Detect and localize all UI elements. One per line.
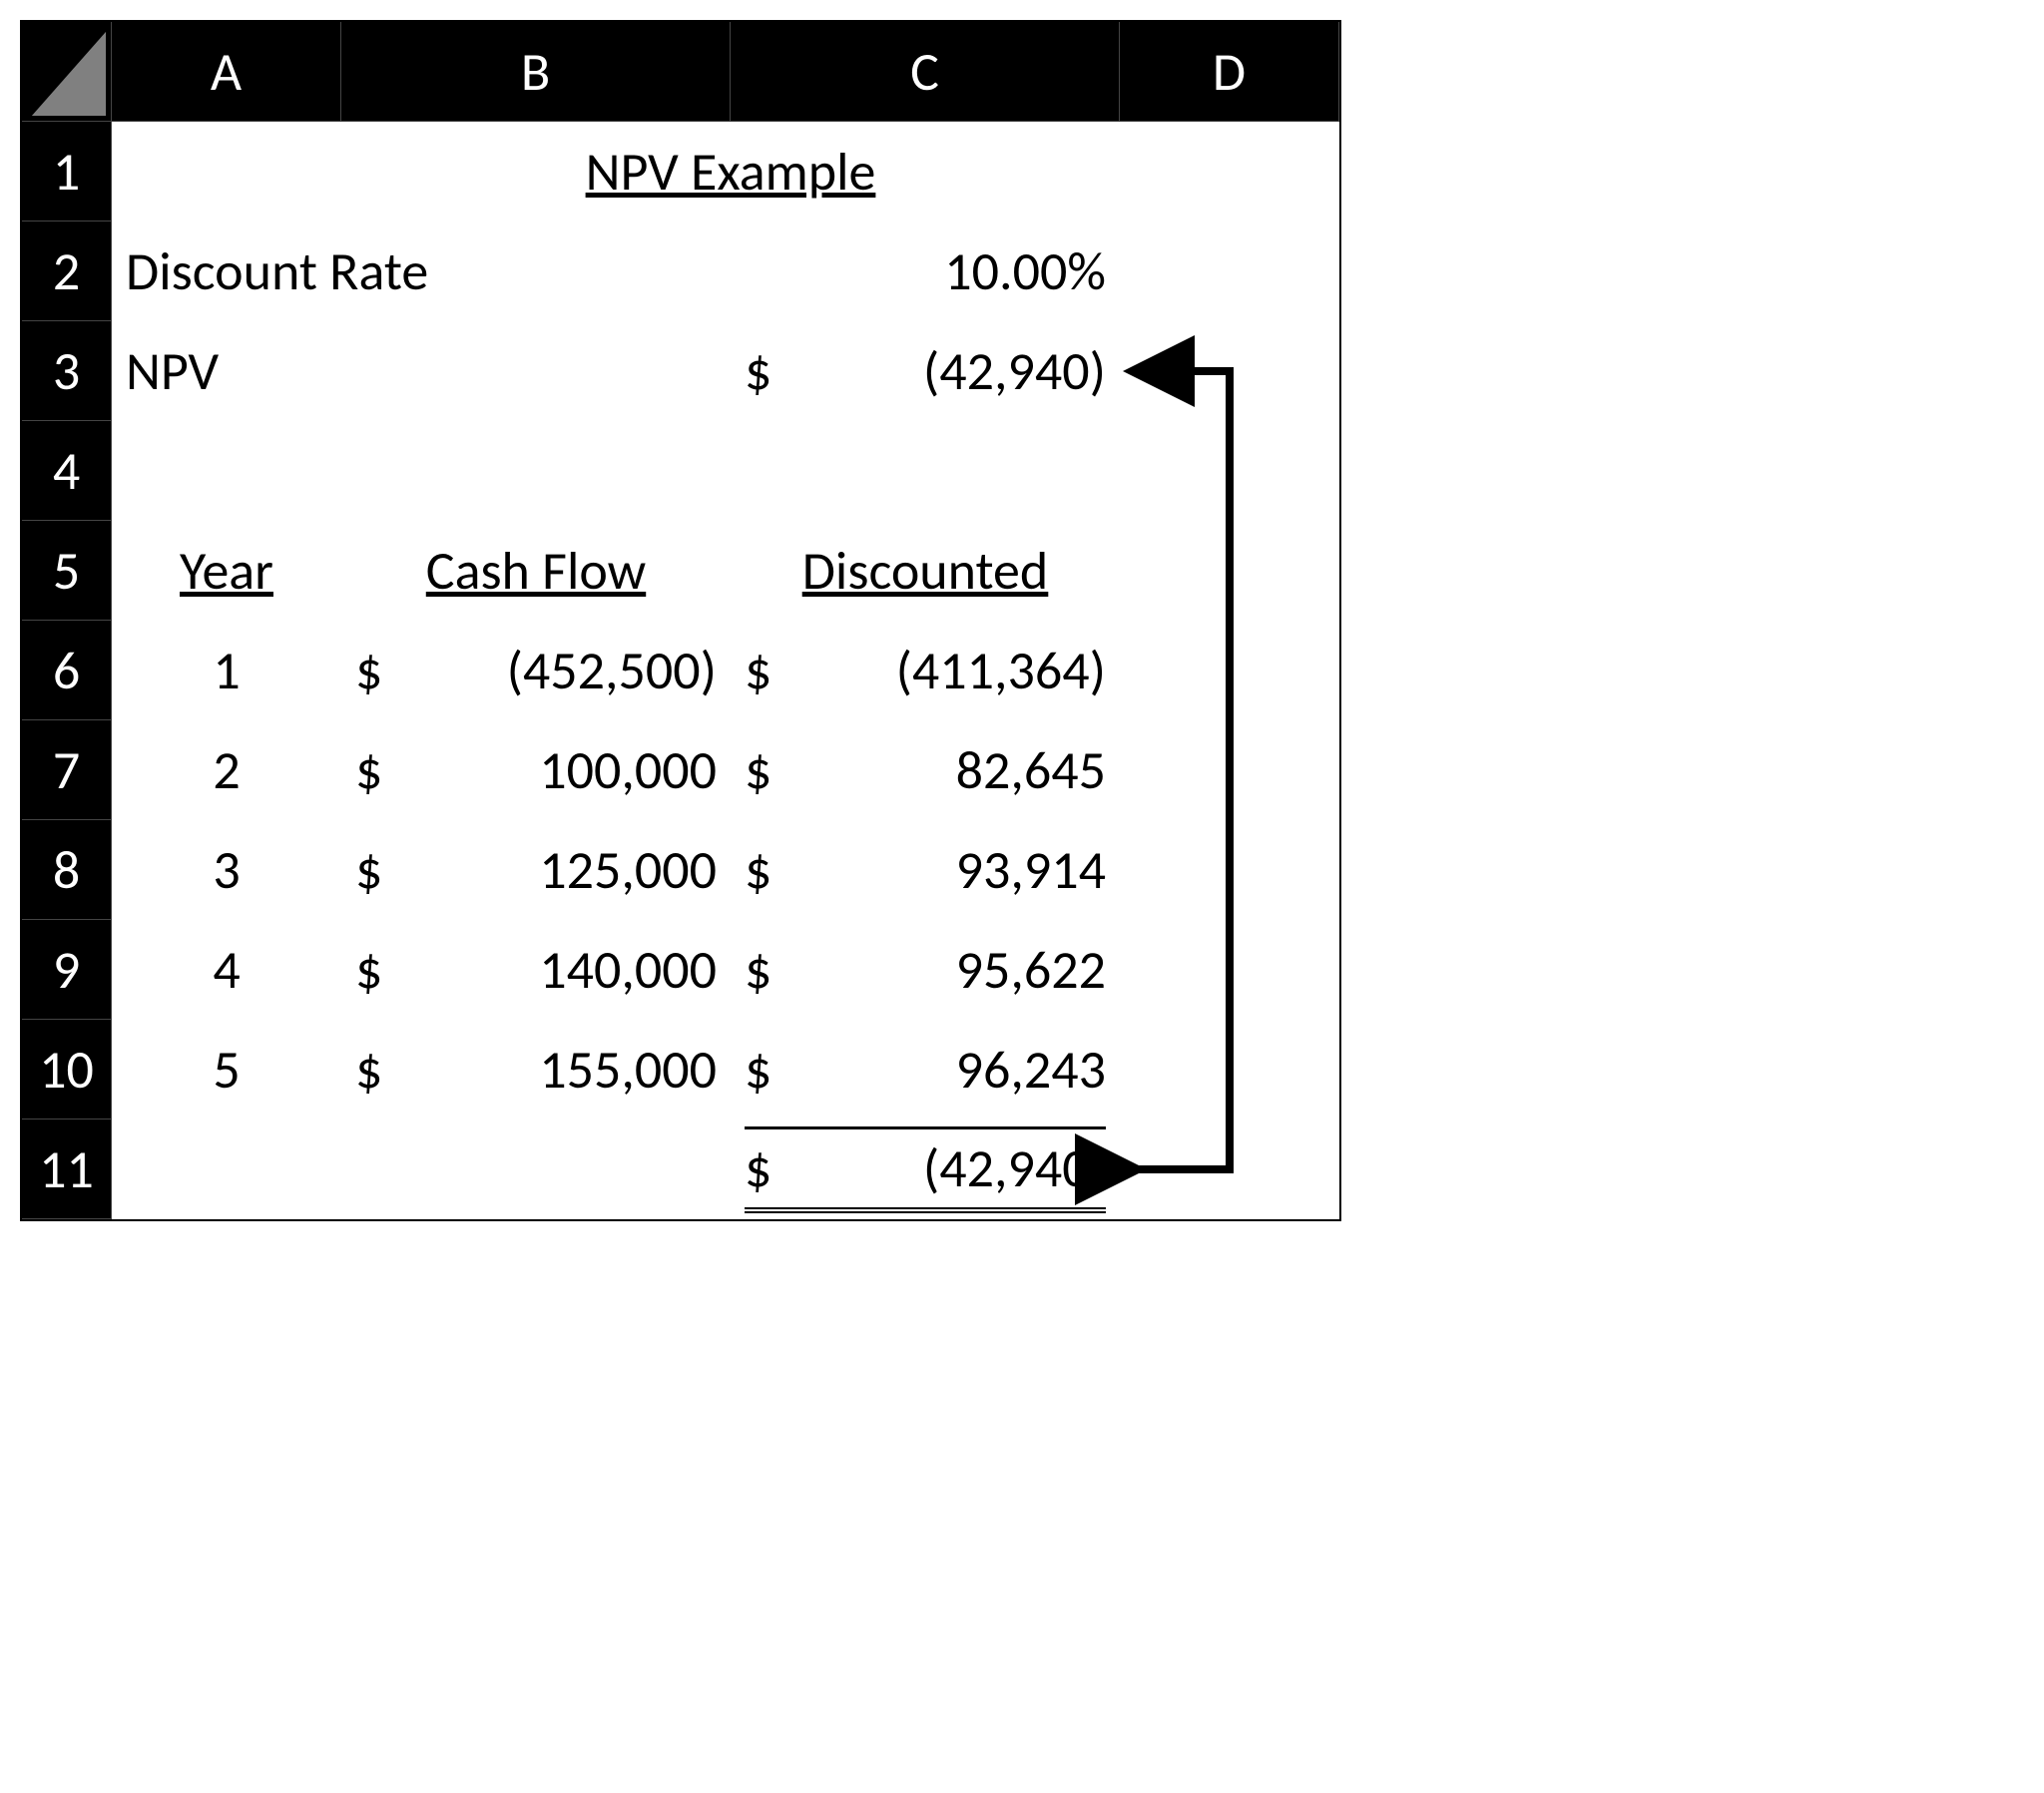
- currency-symbol: $: [745, 737, 771, 803]
- discounted-4[interactable]: $95,622: [731, 920, 1120, 1020]
- discounted-5[interactable]: $96,243: [731, 1020, 1120, 1120]
- currency-value: 100,000: [539, 737, 717, 803]
- currency-value: (42,940): [923, 1135, 1106, 1201]
- cashflow-4[interactable]: $140,000: [341, 920, 731, 1020]
- row-header-11[interactable]: 11: [22, 1120, 112, 1219]
- cell-A1[interactable]: [112, 122, 341, 222]
- col-discounted[interactable]: Discounted: [731, 521, 1120, 621]
- title[interactable]: NPV Example: [341, 122, 1120, 222]
- cell-D9[interactable]: [1120, 920, 1339, 1020]
- cell-B4[interactable]: [341, 421, 731, 521]
- currency-symbol: $: [745, 937, 771, 1003]
- currency-symbol: $: [745, 338, 771, 404]
- currency-value: 82,645: [956, 737, 1106, 803]
- value-npv-bottom[interactable]: $ (42,940): [731, 1120, 1120, 1219]
- col-header-D[interactable]: D: [1120, 22, 1339, 122]
- grid: A B C D 1 NPV Example 2 Discount Rate 10…: [22, 22, 1339, 1219]
- cell-D3[interactable]: [1120, 321, 1339, 421]
- cell-D7[interactable]: [1120, 720, 1339, 820]
- cell-D8[interactable]: [1120, 820, 1339, 920]
- col-year[interactable]: Year: [112, 521, 341, 621]
- cell-C4[interactable]: [731, 421, 1120, 521]
- col-cash-flow[interactable]: Cash Flow: [341, 521, 731, 621]
- currency-value: 95,622: [956, 937, 1106, 1003]
- currency-value: (411,364): [896, 638, 1106, 703]
- currency-symbol: $: [355, 837, 382, 903]
- cashflow-3[interactable]: $125,000: [341, 820, 731, 920]
- col-header-C[interactable]: C: [731, 22, 1120, 122]
- cell-D4[interactable]: [1120, 421, 1339, 521]
- discounted-1[interactable]: $ (411,364): [731, 621, 1120, 720]
- row-header-4[interactable]: 4: [22, 421, 112, 521]
- currency-symbol: $: [355, 1037, 382, 1103]
- currency-value: (42,940): [923, 338, 1106, 404]
- select-all-corner[interactable]: [22, 22, 112, 122]
- discounted-2[interactable]: $82,645: [731, 720, 1120, 820]
- cell-D11[interactable]: [1120, 1120, 1339, 1219]
- row-header-2[interactable]: 2: [22, 222, 112, 321]
- discounted-3[interactable]: $93,914: [731, 820, 1120, 920]
- currency-symbol: $: [745, 638, 771, 703]
- row-header-7[interactable]: 7: [22, 720, 112, 820]
- currency-symbol: $: [745, 837, 771, 903]
- cashflow-2[interactable]: $100,000: [341, 720, 731, 820]
- cell-A4[interactable]: [112, 421, 341, 521]
- row-header-5[interactable]: 5: [22, 521, 112, 621]
- row-header-1[interactable]: 1: [22, 122, 112, 222]
- year-4[interactable]: 4: [112, 920, 341, 1020]
- year-1[interactable]: 1: [112, 621, 341, 720]
- row-header-8[interactable]: 8: [22, 820, 112, 920]
- currency-value: 125,000: [539, 837, 717, 903]
- currency-symbol: $: [745, 1037, 771, 1103]
- cashflow-5[interactable]: $155,000: [341, 1020, 731, 1120]
- spreadsheet: A B C D 1 NPV Example 2 Discount Rate 10…: [20, 20, 1341, 1221]
- row-header-6[interactable]: 6: [22, 621, 112, 720]
- cell-D1[interactable]: [1120, 122, 1339, 222]
- col-header-B[interactable]: B: [341, 22, 731, 122]
- year-3[interactable]: 3: [112, 820, 341, 920]
- cell-A11[interactable]: [112, 1120, 341, 1219]
- cell-B3[interactable]: [341, 321, 731, 421]
- cell-D2[interactable]: [1120, 222, 1339, 321]
- row-header-3[interactable]: 3: [22, 321, 112, 421]
- cell-B11[interactable]: [341, 1120, 731, 1219]
- currency-value: 96,243: [956, 1037, 1106, 1103]
- currency-symbol: $: [355, 638, 382, 703]
- row-header-9[interactable]: 9: [22, 920, 112, 1020]
- year-5[interactable]: 5: [112, 1020, 341, 1120]
- row-header-10[interactable]: 10: [22, 1020, 112, 1120]
- currency-value: 93,914: [956, 837, 1106, 903]
- value-discount-rate[interactable]: 10.00%: [731, 222, 1120, 321]
- col-header-A[interactable]: A: [112, 22, 341, 122]
- cell-D5[interactable]: [1120, 521, 1339, 621]
- cell-D6[interactable]: [1120, 621, 1339, 720]
- label-discount-rate[interactable]: Discount Rate: [112, 222, 731, 321]
- currency-symbol: $: [355, 737, 382, 803]
- currency-value: (452,500): [507, 638, 717, 703]
- currency-symbol: $: [355, 937, 382, 1003]
- cell-D10[interactable]: [1120, 1020, 1339, 1120]
- currency-value: 155,000: [539, 1037, 717, 1103]
- label-npv[interactable]: NPV: [112, 321, 341, 421]
- cashflow-1[interactable]: $ (452,500): [341, 621, 731, 720]
- currency-value: 140,000: [539, 937, 717, 1003]
- value-npv-top[interactable]: $ (42,940): [731, 321, 1120, 421]
- currency-symbol: $: [745, 1135, 771, 1201]
- year-2[interactable]: 2: [112, 720, 341, 820]
